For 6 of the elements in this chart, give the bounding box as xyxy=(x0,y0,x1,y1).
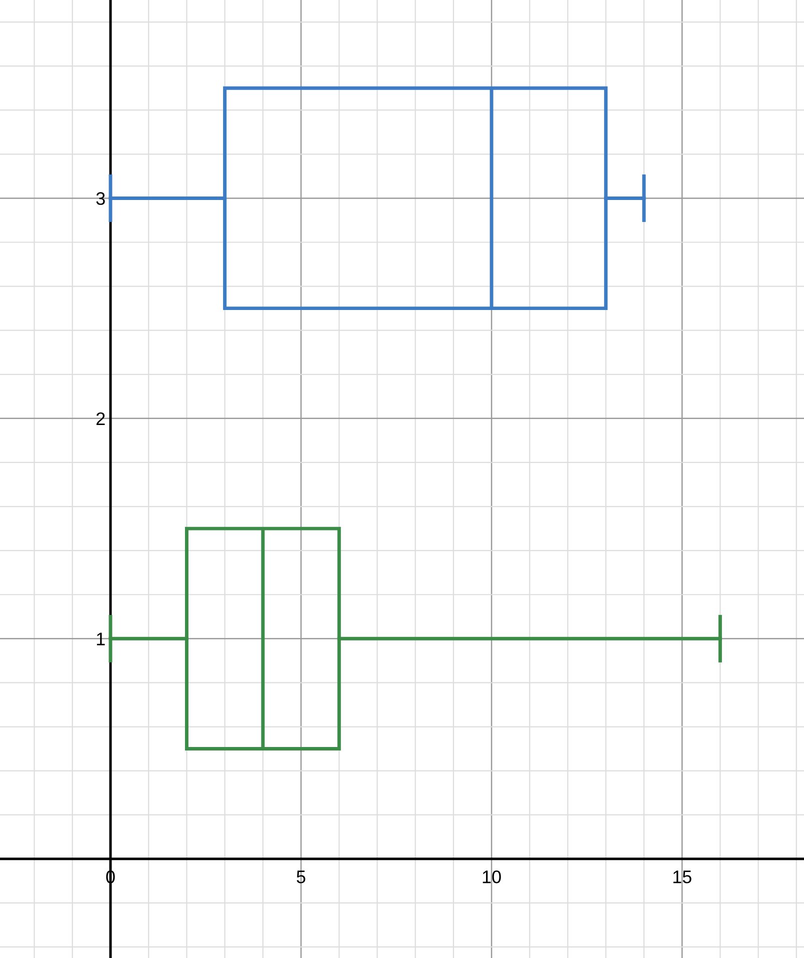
y-tick-label: 3 xyxy=(96,192,105,205)
y-tick-label: 2 xyxy=(96,412,105,425)
x-tick-label: 10 xyxy=(482,870,501,884)
y-tick-label: 1 xyxy=(96,632,105,646)
x-tick-label: 5 xyxy=(296,870,306,884)
x-tick-label: 15 xyxy=(673,870,692,884)
